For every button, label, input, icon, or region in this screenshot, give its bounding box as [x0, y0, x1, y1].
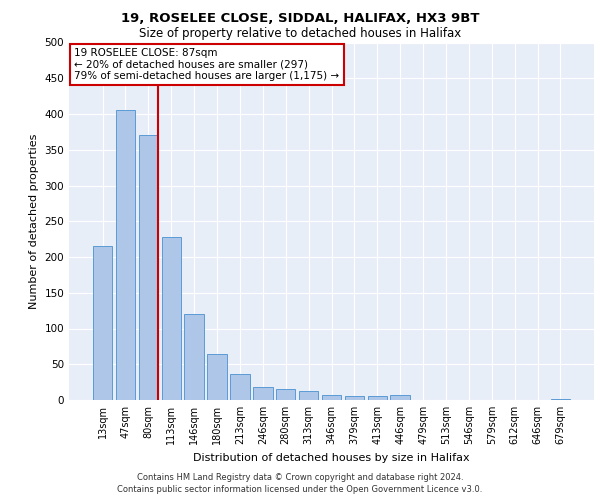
Bar: [276, 390, 295, 400]
Bar: [368, 396, 387, 400]
Bar: [551, 398, 570, 400]
Bar: [208, 354, 227, 400]
Bar: [184, 314, 204, 400]
Bar: [299, 390, 319, 400]
Bar: [230, 374, 250, 400]
Bar: [344, 396, 364, 400]
X-axis label: Distribution of detached houses by size in Halifax: Distribution of detached houses by size …: [193, 452, 470, 462]
Text: 19 ROSELEE CLOSE: 87sqm
← 20% of detached houses are smaller (297)
79% of semi-d: 19 ROSELEE CLOSE: 87sqm ← 20% of detache…: [74, 48, 340, 81]
Bar: [161, 237, 181, 400]
Text: Size of property relative to detached houses in Halifax: Size of property relative to detached ho…: [139, 28, 461, 40]
Y-axis label: Number of detached properties: Number of detached properties: [29, 134, 39, 309]
Bar: [391, 395, 410, 400]
Bar: [116, 110, 135, 400]
Bar: [322, 395, 341, 400]
Bar: [253, 387, 272, 400]
Text: Contains HM Land Registry data © Crown copyright and database right 2024.: Contains HM Land Registry data © Crown c…: [137, 472, 463, 482]
Text: 19, ROSELEE CLOSE, SIDDAL, HALIFAX, HX3 9BT: 19, ROSELEE CLOSE, SIDDAL, HALIFAX, HX3 …: [121, 12, 479, 26]
Bar: [139, 136, 158, 400]
Text: Contains public sector information licensed under the Open Government Licence v3: Contains public sector information licen…: [118, 485, 482, 494]
Bar: [93, 246, 112, 400]
